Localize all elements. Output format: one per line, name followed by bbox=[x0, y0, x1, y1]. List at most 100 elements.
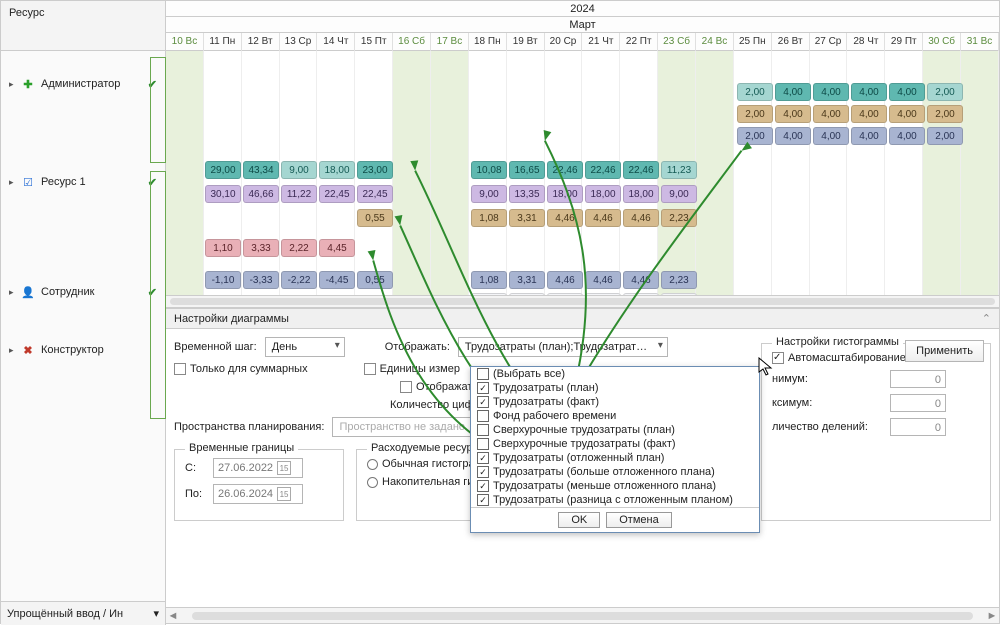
value-cell[interactable]: 4,00 bbox=[851, 105, 887, 123]
dropdown-item[interactable]: Фонд рабочего времени bbox=[471, 409, 759, 423]
value-cell[interactable]: 0,55 bbox=[357, 209, 393, 227]
value-cell[interactable]: 18,00 bbox=[319, 161, 355, 179]
settings-hscroll[interactable]: ◄ ► bbox=[166, 607, 999, 623]
value-cell[interactable]: 4,00 bbox=[775, 127, 811, 145]
value-cell[interactable]: 2,23 bbox=[661, 209, 697, 227]
value-cell[interactable]: 13,35 bbox=[509, 185, 545, 203]
value-cell[interactable]: 46,66 bbox=[243, 185, 279, 203]
only-summary-checkbox[interactable]: Только для суммарных bbox=[174, 363, 308, 375]
dropdown-item[interactable]: Трудозатраты (факт) bbox=[471, 395, 759, 409]
scroll-right-icon[interactable]: ► bbox=[985, 610, 999, 622]
show-combo[interactable]: Трудозатраты (план);Трудозатрат… bbox=[458, 337, 668, 357]
value-cell[interactable]: 2,00 bbox=[737, 83, 773, 101]
value-cell[interactable]: 2,00 bbox=[737, 127, 773, 145]
autoscale-checkbox[interactable]: Автомасштабирование bbox=[772, 352, 906, 364]
value-cell[interactable]: 0,55 bbox=[357, 271, 393, 289]
expand-icon[interactable]: ▸ bbox=[9, 79, 15, 90]
value-cell[interactable]: 3,31 bbox=[509, 271, 545, 289]
value-cell[interactable]: -3,33 bbox=[243, 271, 279, 289]
resource-row[interactable]: ▸✖Конструктор bbox=[7, 335, 159, 365]
value-cell[interactable]: 22,45 bbox=[357, 185, 393, 203]
value-cell[interactable]: 4,00 bbox=[813, 127, 849, 145]
value-cell[interactable]: 4,45 bbox=[319, 239, 355, 257]
checkbox-icon[interactable] bbox=[477, 438, 489, 450]
value-cell[interactable]: 4,46 bbox=[585, 209, 621, 227]
value-cell[interactable]: 16,65 bbox=[509, 161, 545, 179]
value-cell[interactable]: 10,08 bbox=[471, 161, 507, 179]
value-cell[interactable]: 2,22 bbox=[281, 239, 317, 257]
dropdown-item[interactable]: Сверхурочные трудозатраты (план) bbox=[471, 423, 759, 437]
expand-icon[interactable]: ▸ bbox=[9, 177, 15, 188]
expand-icon[interactable]: ▸ bbox=[9, 287, 15, 298]
checkbox-icon[interactable] bbox=[477, 452, 489, 464]
scroll-left-icon[interactable]: ◄ bbox=[166, 610, 180, 622]
value-cell[interactable]: 22,45 bbox=[319, 185, 355, 203]
value-cell[interactable]: 18,00 bbox=[623, 185, 659, 203]
value-cell[interactable]: -1,10 bbox=[205, 271, 241, 289]
value-cell[interactable]: 18,00 bbox=[547, 185, 583, 203]
value-cell[interactable]: 4,00 bbox=[851, 83, 887, 101]
resource-row[interactable]: ▸☑Ресурс 1✔ bbox=[7, 167, 159, 197]
value-cell[interactable]: 4,46 bbox=[623, 209, 659, 227]
max-input[interactable]: 0 bbox=[890, 394, 946, 412]
planning-spaces-combo[interactable]: Пространство не задано bbox=[332, 417, 484, 437]
value-cell[interactable]: 4,46 bbox=[585, 271, 621, 289]
value-cell[interactable]: 2,00 bbox=[927, 105, 963, 123]
min-input[interactable]: 0 bbox=[890, 370, 946, 388]
calendar-icon[interactable]: 15 bbox=[277, 487, 291, 501]
grid-hscroll[interactable] bbox=[166, 296, 999, 308]
value-cell[interactable]: 4,46 bbox=[547, 209, 583, 227]
value-cell[interactable]: 2,00 bbox=[927, 83, 963, 101]
date-from-input[interactable]: 27.06.2022 15 bbox=[213, 458, 303, 478]
value-cell[interactable]: 4,00 bbox=[889, 83, 925, 101]
units-checkbox[interactable]: Единицы измер bbox=[364, 363, 460, 375]
value-cell[interactable]: 29,00 bbox=[205, 161, 241, 179]
value-cell[interactable]: 4,00 bbox=[851, 127, 887, 145]
value-cell[interactable]: 4,00 bbox=[775, 83, 811, 101]
checkbox-icon[interactable] bbox=[477, 396, 489, 408]
value-cell[interactable]: 9,00 bbox=[281, 161, 317, 179]
left-footer-dropdown-icon[interactable]: ▾ bbox=[153, 607, 159, 620]
value-cell[interactable]: 4,00 bbox=[889, 127, 925, 145]
dropdown-item[interactable]: (Выбрать все) bbox=[471, 367, 759, 381]
timestep-combo[interactable]: День bbox=[265, 337, 345, 357]
dropdown-item[interactable]: Трудозатраты (меньше отложенного плана) bbox=[471, 479, 759, 493]
divisions-input[interactable]: 0 bbox=[890, 418, 946, 436]
value-cell[interactable]: 3,33 bbox=[243, 239, 279, 257]
value-cell[interactable]: 22,46 bbox=[547, 161, 583, 179]
value-cell[interactable]: 4,00 bbox=[775, 105, 811, 123]
calendar-icon[interactable]: 15 bbox=[277, 461, 291, 475]
settings-collapse-icon[interactable]: ⌃ bbox=[982, 312, 991, 325]
value-cell[interactable]: 2,00 bbox=[737, 105, 773, 123]
checkbox-icon[interactable] bbox=[477, 480, 489, 492]
dropdown-cancel-button[interactable]: Отмена bbox=[606, 512, 671, 528]
resource-row[interactable]: ▸👤Сотрудник✔ bbox=[7, 277, 159, 307]
value-cell[interactable]: 2,00 bbox=[927, 127, 963, 145]
value-cell[interactable]: 1,10 bbox=[205, 239, 241, 257]
checkbox-icon[interactable] bbox=[477, 466, 489, 478]
value-cell[interactable]: 2,23 bbox=[661, 271, 697, 289]
value-cell[interactable]: 11,23 bbox=[661, 161, 697, 179]
value-cell[interactable]: 4,00 bbox=[813, 105, 849, 123]
value-cell[interactable]: 4,46 bbox=[547, 271, 583, 289]
checkbox-icon[interactable] bbox=[477, 368, 489, 380]
value-cell[interactable]: 4,00 bbox=[889, 105, 925, 123]
value-cell[interactable]: 22,46 bbox=[623, 161, 659, 179]
dropdown-item[interactable]: Трудозатраты (отложенный план) bbox=[471, 451, 759, 465]
value-cell[interactable]: 1,08 bbox=[471, 271, 507, 289]
dropdown-ok-button[interactable]: OK bbox=[558, 512, 600, 528]
value-cell[interactable]: 3,31 bbox=[509, 209, 545, 227]
value-cell[interactable]: 30,10 bbox=[205, 185, 241, 203]
value-cell[interactable]: 43,34 bbox=[243, 161, 279, 179]
dropdown-item[interactable]: Трудозатраты (разница с отложенным плано… bbox=[471, 493, 759, 507]
checkbox-icon[interactable] bbox=[477, 382, 489, 394]
value-cell[interactable]: 9,00 bbox=[661, 185, 697, 203]
checkbox-icon[interactable] bbox=[477, 424, 489, 436]
value-cell[interactable]: 11,22 bbox=[281, 185, 317, 203]
apply-button[interactable]: Применить bbox=[905, 340, 984, 362]
value-cell[interactable]: 22,46 bbox=[585, 161, 621, 179]
value-cell[interactable]: 1,08 bbox=[471, 209, 507, 227]
value-cell[interactable]: -2,22 bbox=[281, 271, 317, 289]
dropdown-item[interactable]: Сверхурочные трудозатраты (факт) bbox=[471, 437, 759, 451]
expand-icon[interactable]: ▸ bbox=[9, 345, 15, 356]
